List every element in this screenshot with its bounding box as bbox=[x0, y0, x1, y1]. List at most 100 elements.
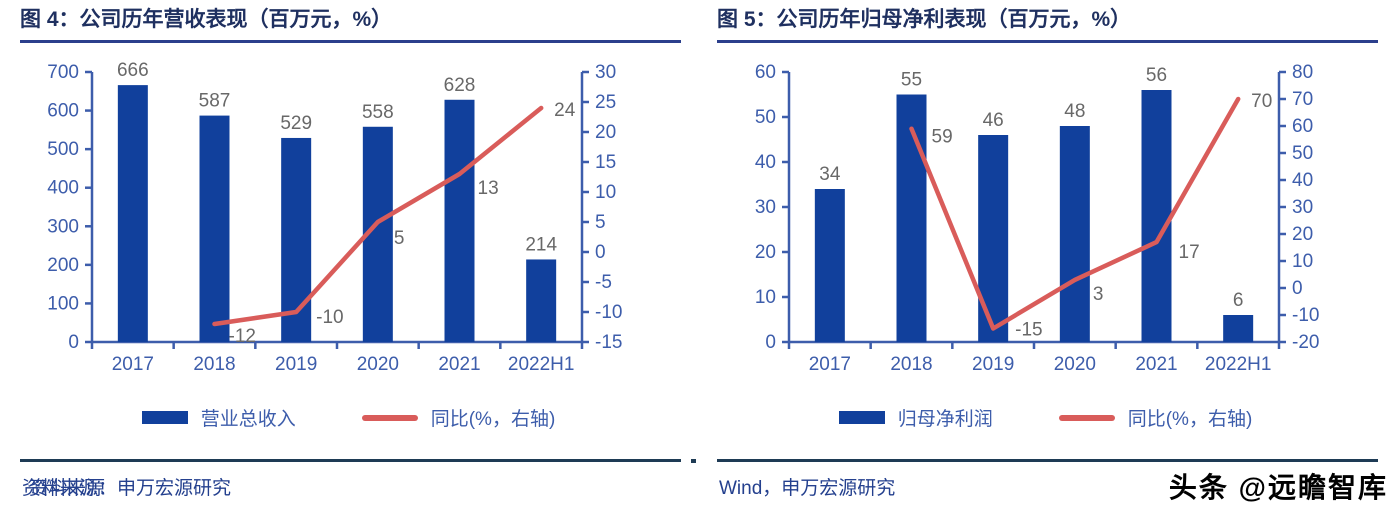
net-profit-chart: 0 10 20 30 40 50 60 -20 -10 0 10 20 30 40 50 60 70 80 2017… bbox=[755, 62, 1320, 375]
line-series: 59 -15 3 17 70 bbox=[909, 91, 1272, 341]
bar bbox=[444, 99, 475, 342]
legend-item-revenue-yoy: 同比(%，右轴) bbox=[361, 404, 556, 431]
x-axis-category-label: 2020 bbox=[357, 354, 399, 375]
right-axis-tick-label: 20 bbox=[1292, 224, 1313, 245]
bar-value-label: 46 bbox=[983, 110, 1004, 131]
yoy-line bbox=[909, 96, 1241, 331]
legend-label-revenue: 营业总收入 bbox=[200, 409, 296, 430]
source-text: 资料来源：申万宏源研究 bbox=[22, 478, 232, 499]
line-swatch bbox=[1058, 414, 1115, 421]
right-axis-tick-label: 60 bbox=[1292, 116, 1313, 137]
right-axis-tick-label: 30 bbox=[1292, 197, 1313, 218]
net-profit-panel: 图 5：公司历年归母净利表现（百万元，%） 0 10 20 30 40 50 60 -20 -1… bbox=[697, 0, 1394, 520]
source-note: 资料来源：申万宏源研究 资料来源 bbox=[22, 476, 231, 502]
revenue-legend: 营业总收入 同比(%，右轴) bbox=[0, 404, 697, 431]
bar-value-label: 48 bbox=[1064, 101, 1085, 122]
left-axis-tick-label: 600 bbox=[47, 101, 79, 122]
table-border-nub bbox=[691, 459, 696, 463]
bar bbox=[526, 259, 557, 342]
right-axis-tick-label: 25 bbox=[595, 92, 616, 113]
bar bbox=[814, 189, 845, 342]
watermark-toutiao-yuanzhan: 头条 @远瞻智库 bbox=[1168, 472, 1388, 503]
bar bbox=[896, 94, 927, 342]
revenue-panel: 图 4：公司历年营收表现（百万元，%） 0 100 200 300 400 500 600 7… bbox=[0, 6, 697, 502]
bar bbox=[1223, 315, 1254, 342]
line-value-label: 24 bbox=[554, 100, 576, 121]
line-value-label: -15 bbox=[1015, 320, 1042, 341]
legend-item-profit-bar: 归母净利润 bbox=[838, 404, 993, 431]
right-axis-tick-label: 70 bbox=[1292, 89, 1313, 110]
right-axis-tick-label: -5 bbox=[595, 272, 612, 293]
bar bbox=[117, 85, 148, 342]
left-axis-tick-label: 50 bbox=[755, 107, 776, 128]
bar-swatch bbox=[838, 411, 885, 424]
x-axis-category-label: 2022H1 bbox=[508, 354, 575, 375]
line-value-label: 5 bbox=[394, 228, 405, 249]
source-note: Wind，申万宏源研究 bbox=[719, 476, 895, 502]
net-profit-legend: 归母净利润 同比(%，右轴) bbox=[697, 404, 1394, 431]
bar-value-label: 587 bbox=[199, 91, 231, 112]
legend-label-yoy: 同比(%，右轴) bbox=[1127, 409, 1253, 430]
source-text-overlap: 资料来源 bbox=[29, 478, 106, 499]
axes: 0 100 200 300 400 500 600 700 -15 -10 -5 0 5 10 15 20 25… bbox=[47, 62, 622, 375]
line-swatch bbox=[361, 414, 418, 421]
legend-item-revenue-bar: 营业总收入 bbox=[141, 404, 296, 431]
right-axis-tick-label: 20 bbox=[595, 122, 616, 143]
x-axis-category-label: 2018 bbox=[193, 354, 235, 375]
left-axis-tick-label: 10 bbox=[755, 287, 776, 308]
x-axis-category-label: 2019 bbox=[275, 354, 317, 375]
left-axis-tick-label: 400 bbox=[47, 178, 79, 199]
bar-value-label: 6 bbox=[1233, 290, 1244, 311]
line-value-label: 70 bbox=[1251, 91, 1272, 112]
bar-series: 34 55 46 48 56 6 bbox=[814, 65, 1254, 342]
line-value-label: -12 bbox=[229, 326, 256, 347]
bar bbox=[978, 135, 1009, 342]
bar-swatch bbox=[141, 411, 188, 424]
line-value-label: -10 bbox=[316, 307, 343, 328]
right-axis-tick-label: -10 bbox=[1292, 305, 1319, 326]
line-value-label: 3 bbox=[1093, 284, 1104, 305]
bar-value-label: 666 bbox=[117, 60, 149, 81]
bar bbox=[199, 115, 230, 342]
bar-value-label: 55 bbox=[901, 70, 922, 91]
left-axis-tick-label: 300 bbox=[47, 216, 79, 237]
line-value-label: 17 bbox=[1179, 242, 1200, 263]
right-axis-tick-label: -10 bbox=[595, 302, 622, 323]
bar-value-label: 56 bbox=[1146, 65, 1167, 86]
divider-rule bbox=[717, 459, 1378, 462]
x-axis-category-label: 2020 bbox=[1054, 354, 1096, 375]
line-series: -12 -10 5 13 24 bbox=[212, 100, 576, 347]
bar-value-label: 34 bbox=[819, 164, 841, 185]
bar-value-label: 558 bbox=[362, 102, 394, 123]
right-axis-tick-label: -20 bbox=[1292, 332, 1319, 353]
left-axis-tick-label: 0 bbox=[68, 332, 79, 353]
right-axis-tick-label: 10 bbox=[595, 182, 616, 203]
revenue-chart-title: 图 4：公司历年营收表现（百万元，%） bbox=[20, 6, 681, 43]
right-axis-tick-label: -15 bbox=[595, 332, 622, 353]
right-axis-tick-label: 10 bbox=[1292, 251, 1313, 272]
axes: 0 10 20 30 40 50 60 -20 -10 0 10 20 30 40 50 60 70 80 2017… bbox=[755, 62, 1320, 375]
bar-series: 666 587 529 558 628 214 bbox=[117, 60, 557, 343]
x-axis-category-label: 2017 bbox=[809, 354, 851, 375]
line-value-label: 13 bbox=[478, 178, 499, 199]
left-axis-tick-label: 700 bbox=[47, 62, 79, 83]
x-axis-category-label: 2022H1 bbox=[1205, 354, 1272, 375]
yoy-line bbox=[212, 105, 544, 327]
x-axis-category-label: 2018 bbox=[890, 354, 932, 375]
legend-label-yoy: 同比(%，右轴) bbox=[430, 409, 556, 430]
x-axis-category-label: 2017 bbox=[112, 354, 154, 375]
divider-rule bbox=[20, 459, 681, 462]
source-text: Wind，申万宏源研究 bbox=[719, 478, 896, 499]
right-axis-tick-label: 40 bbox=[1292, 170, 1313, 191]
legend-label-profit: 归母净利润 bbox=[897, 409, 993, 430]
right-axis-tick-label: 0 bbox=[595, 242, 606, 263]
line-value-label: 59 bbox=[932, 127, 953, 148]
left-axis-tick-label: 500 bbox=[47, 139, 79, 160]
right-axis-tick-label: 50 bbox=[1292, 143, 1313, 164]
legend-item-profit-yoy: 同比(%，右轴) bbox=[1058, 404, 1253, 431]
left-axis-tick-label: 30 bbox=[755, 197, 776, 218]
left-axis-tick-label: 200 bbox=[47, 255, 79, 276]
right-axis-tick-label: 80 bbox=[1292, 62, 1313, 83]
left-axis-tick-label: 100 bbox=[47, 293, 79, 314]
x-axis-category-label: 2021 bbox=[1135, 354, 1177, 375]
